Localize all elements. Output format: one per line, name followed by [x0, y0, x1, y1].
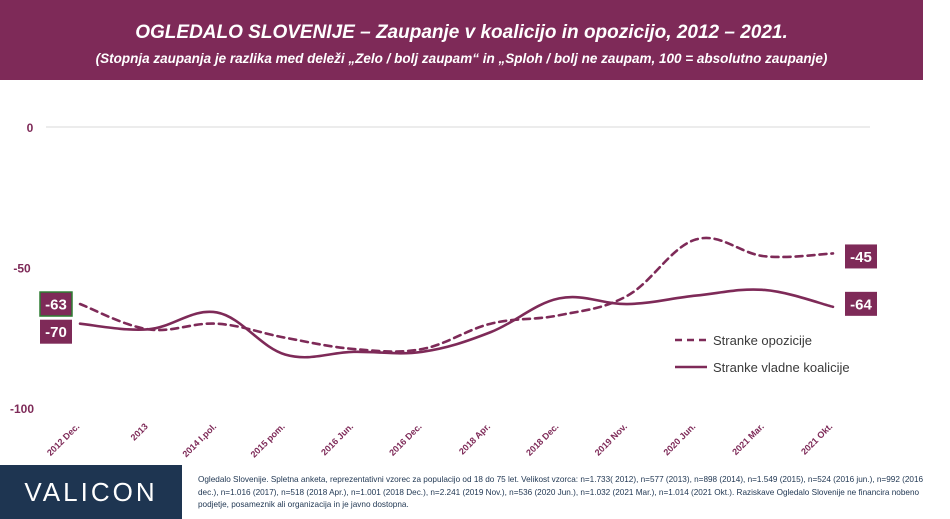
series-line-koalicija: [78, 288, 835, 359]
chart-header: OGLEDALO SLOVENIJE – Zaupanje v koalicij…: [0, 0, 923, 80]
x-tick-label: 2019 Nov.: [593, 421, 629, 457]
x-tick-label: 2016 Jun.: [319, 421, 355, 457]
value-label-koalicija-first: -70: [45, 324, 67, 341]
y-tick-label: -100: [10, 402, 34, 416]
value-label-koalicija-first-box: [40, 319, 72, 344]
x-tick-label: 2013: [129, 421, 150, 442]
value-label-opozicija-first: -63: [45, 297, 67, 314]
value-label-koalicija-last: -64: [850, 296, 872, 313]
x-tick-label: 2012 Dec.: [45, 421, 81, 457]
chart-title: OGLEDALO SLOVENIJE – Zaupanje v koalicij…: [135, 22, 788, 43]
value-label-opozicija-last-box: [845, 244, 877, 269]
x-tick-label: 2021 Mar.: [730, 421, 766, 457]
legend-label: Stranke opozicije: [713, 333, 812, 348]
series-line-opozicija: [78, 236, 835, 353]
x-tick-label: 2021 Okt.: [799, 421, 834, 456]
line-chart: 0 -50 -100 2012 Dec. 2013 2014 I.pol. 2015 pom…: [10, 121, 877, 460]
value-label-koalicija-last-box: [845, 291, 877, 316]
x-tick-label: 2015 pom.: [249, 421, 287, 459]
x-tick-label: 2016 Dec.: [387, 421, 423, 457]
footer-note: Ogledalo Slovenije. Spletna anketa, repr…: [198, 475, 924, 509]
chart-subtitle: (Stopnja zaupanja je razlika med deleži …: [95, 51, 828, 66]
y-tick-label: 0: [27, 121, 34, 135]
x-tick-label: 2018 Dec.: [524, 421, 560, 457]
x-tick-label: 2014 I.pol.: [180, 421, 218, 459]
x-tick-label: 2020 Jun.: [661, 421, 697, 457]
valicon-logo: VALICON: [0, 465, 182, 519]
x-tick-label: 2018 Apr.: [457, 421, 492, 456]
value-label-opozicija-last: -45: [850, 249, 872, 266]
value-label-opozicija-first-box: [39, 291, 73, 317]
legend-label: Stranke vladne koalicije: [713, 360, 850, 375]
y-tick-label: -50: [13, 262, 31, 276]
